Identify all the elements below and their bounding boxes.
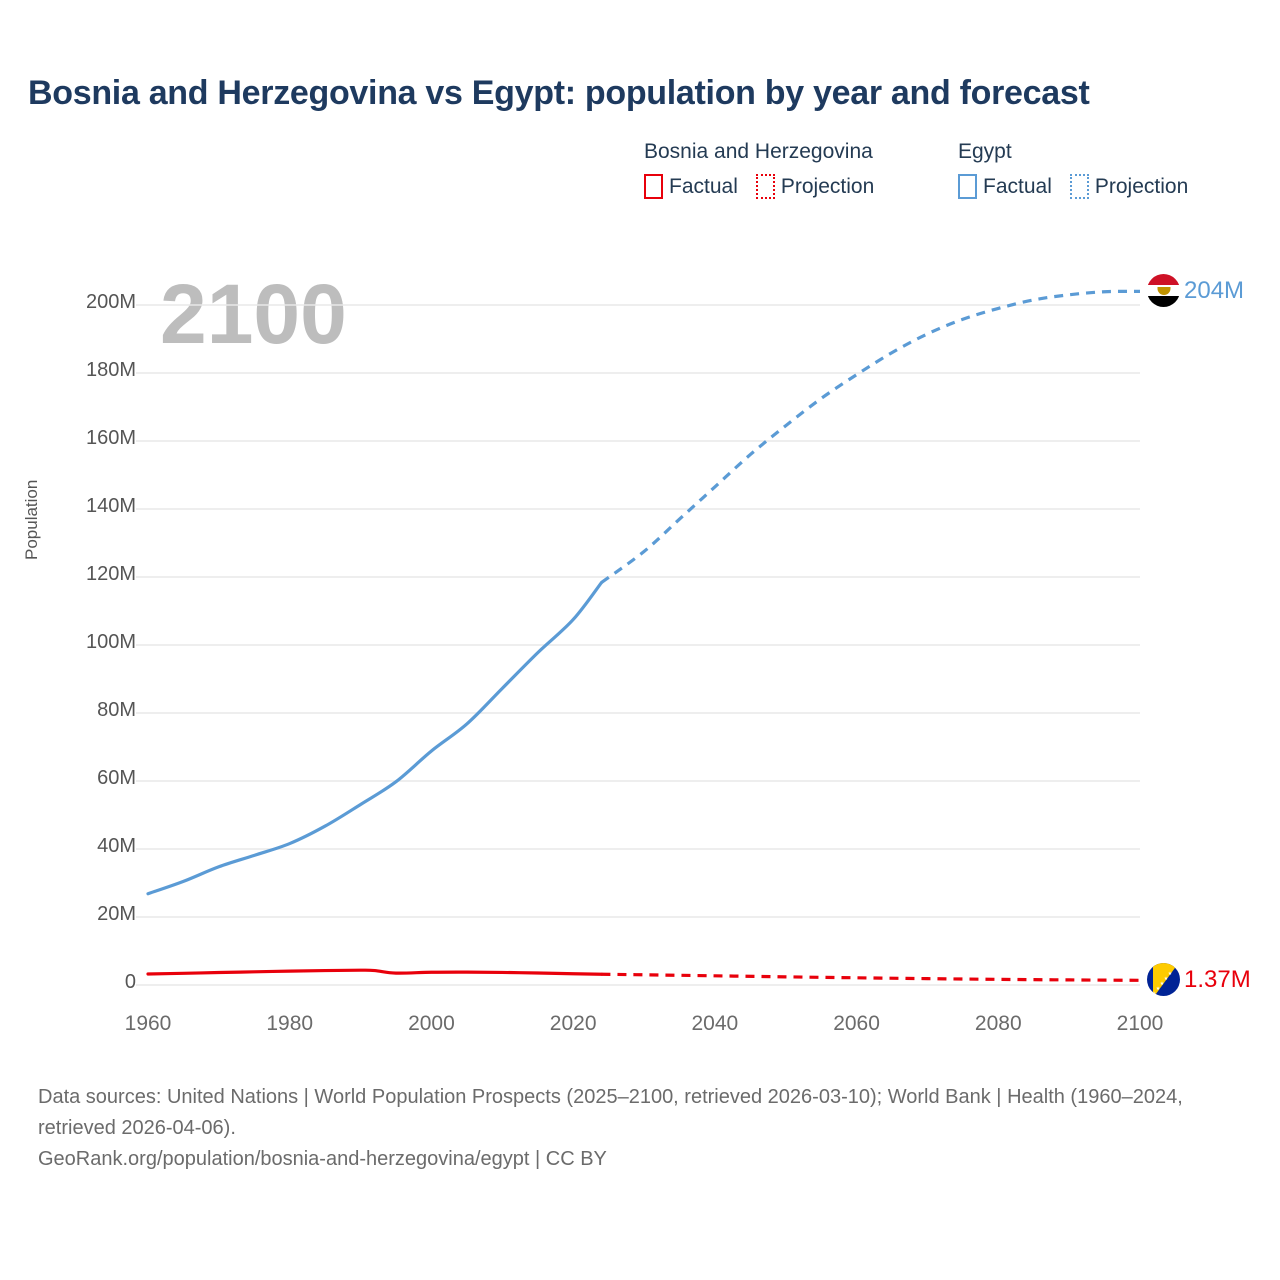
plot-area — [136, 289, 1141, 986]
endpoint-value-egypt: 204M — [1184, 276, 1245, 304]
series-line-projection — [601, 972, 1141, 982]
legend-item-label: Projection — [780, 174, 875, 198]
chart-footer: Data sources: United Nations | World Pop… — [38, 1082, 1238, 1175]
footer-data-sources: Data sources: United Nations | World Pop… — [38, 1086, 1183, 1139]
footer-attribution: GeoRank.org/population/bosnia-and-herzeg… — [38, 1148, 607, 1170]
y-axis-tick-label: 100M — [85, 631, 136, 653]
x-axis-tick-label: 2000 — [408, 1012, 455, 1035]
chart-legend: Bosnia and Herzegovina Factual Projectio… — [640, 140, 1260, 230]
legend-item-egypt-projection[interactable]: Projection — [1069, 174, 1189, 199]
x-axis-tick-label: 2040 — [691, 1012, 739, 1035]
endpoint-marker-egypt: 204M — [1147, 274, 1245, 308]
y-axis-tick-label: 200M — [85, 291, 136, 313]
y-axis-tick-label: 40M — [97, 835, 136, 857]
legend-group-bosnia-and-herzegovina: Bosnia and Herzegovina Factual Projectio… — [644, 140, 874, 199]
x-axis-tick-label: 1960 — [124, 1012, 172, 1035]
series-line-factual — [146, 580, 604, 896]
y-axis-tick-label: 60M — [97, 767, 136, 789]
chart-title: Bosnia and Herzegovina vs Egypt: populat… — [28, 74, 1090, 112]
y-axis-tick-label: 180M — [85, 359, 136, 381]
legend-item-label: Projection — [1094, 174, 1189, 198]
series-line-factual — [146, 968, 604, 976]
legend-swatch-dotted-icon — [755, 174, 775, 199]
y-axis-tick-label: 140M — [85, 495, 136, 517]
y-axis-tick-label: 160M — [85, 427, 136, 449]
legend-group-title: Egypt — [958, 140, 1012, 163]
x-axis-tick-label: 2080 — [974, 1012, 1022, 1035]
x-axis-tick-label: 2020 — [549, 1012, 597, 1035]
legend-item-label: Factual — [983, 174, 1052, 198]
x-axis-tick-label: 2060 — [833, 1012, 880, 1035]
y-axis-tick-label: 80M — [97, 699, 136, 721]
legend-item-egypt-factual[interactable]: Factual — [958, 174, 1052, 199]
legend-item-bih-factual[interactable]: Factual — [644, 174, 738, 199]
egypt-flag-icon — [1147, 274, 1180, 308]
legend-item-bih-projection[interactable]: Projection — [755, 174, 875, 199]
bosnia-and-herzegovina-flag-icon — [1147, 963, 1180, 997]
legend-group-title: Bosnia and Herzegovina — [644, 140, 873, 163]
legend-item-label: Factual — [669, 174, 738, 198]
endpoint-marker-bosnia-and-herzegovina: 1.37M — [1147, 963, 1251, 997]
series-line-projection — [600, 289, 1141, 584]
y-axis-tick-label: 0 — [124, 971, 136, 993]
x-axis-tick-label: 2100 — [1116, 1012, 1164, 1035]
y-axis-tick-label: 20M — [97, 903, 136, 925]
endpoint-value-bosnia-and-herzegovina: 1.37M — [1184, 965, 1251, 993]
year-watermark: 2100 — [160, 267, 347, 361]
legend-swatch-dotted-icon — [1069, 174, 1089, 199]
legend-group-egypt: Egypt Factual Projection — [958, 140, 1188, 199]
y-axis-tick-label: 120M — [85, 563, 136, 585]
legend-swatch-solid-icon — [958, 174, 977, 199]
x-axis-tick-label: 1980 — [266, 1012, 314, 1035]
legend-swatch-solid-icon — [644, 174, 663, 199]
